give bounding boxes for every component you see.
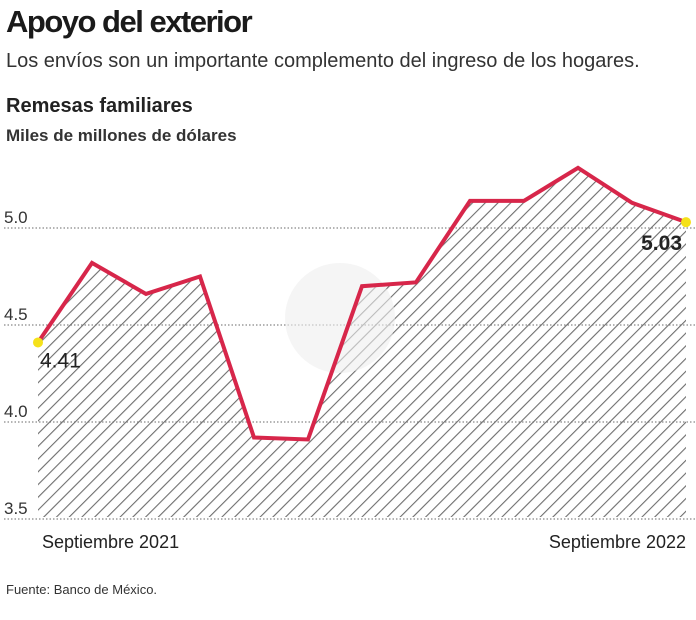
y-tick-label: 5.0: [4, 208, 28, 227]
y-tick-label: 4.5: [4, 305, 28, 324]
watermark-logo: [285, 263, 395, 373]
data-point: [33, 337, 43, 348]
chart-title: Remesas familiares: [6, 95, 193, 117]
page-subtitle: Los envíos son un importante complemento…: [6, 50, 640, 72]
data-label-last: 5.03: [641, 232, 682, 255]
page-title: Apoyo del exterior: [6, 4, 253, 39]
x-tick-label-start: Septiembre 2021: [42, 532, 179, 552]
y-tick-label: 4.0: [4, 402, 28, 421]
series-line: [36, 165, 687, 442]
y-tick-label: 3.5: [4, 499, 28, 518]
x-tick-label-end: Septiembre 2022: [549, 532, 686, 552]
source-note: Fuente: Banco de México.: [6, 582, 158, 597]
data-label-first: 4.41: [40, 349, 81, 372]
y-axis-label: Miles de millones de dólares: [6, 126, 237, 145]
data-point: [681, 217, 691, 228]
